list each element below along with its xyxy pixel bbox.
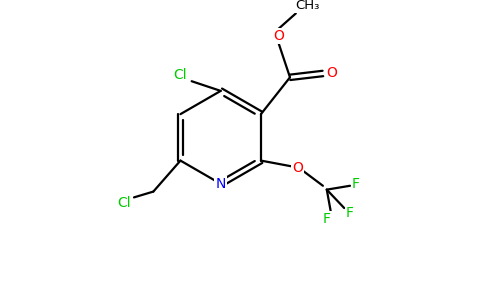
Text: N: N xyxy=(215,177,226,191)
Text: CH₃: CH₃ xyxy=(295,0,319,12)
Text: O: O xyxy=(326,67,337,80)
Text: O: O xyxy=(292,161,303,175)
Text: F: F xyxy=(346,206,354,220)
Text: F: F xyxy=(323,212,331,226)
Text: Cl: Cl xyxy=(118,196,131,210)
Text: F: F xyxy=(352,177,360,191)
Text: Cl: Cl xyxy=(173,68,187,83)
Text: O: O xyxy=(273,29,284,43)
